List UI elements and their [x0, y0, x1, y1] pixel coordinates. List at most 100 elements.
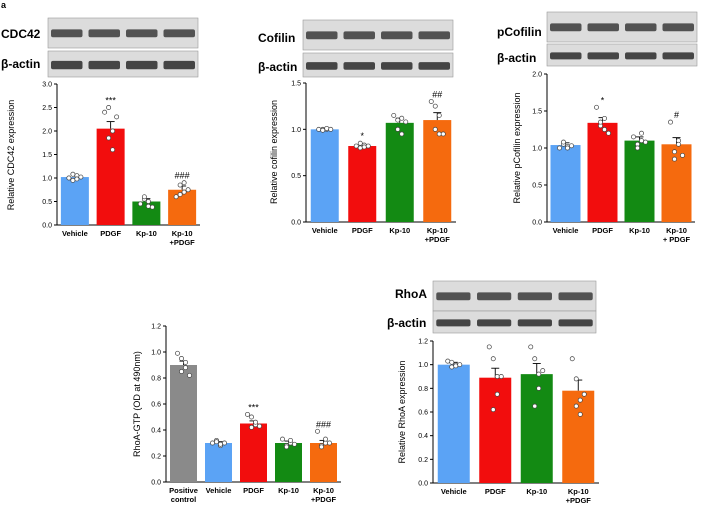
data-point-3-2-3 — [249, 424, 254, 430]
data-point-3-2-4 — [253, 419, 258, 425]
x-tick-label-3-2-0: PDGF — [243, 486, 264, 495]
bar-4-2 — [520, 374, 553, 483]
significance-label-2-3: # — [674, 110, 679, 120]
x-tick-label-2-1-0: PDGF — [592, 226, 613, 235]
data-point-1-3-2 — [436, 131, 442, 137]
data-point-4-3-0 — [569, 356, 575, 362]
data-point-3-3-0 — [280, 436, 285, 442]
data-point-3-4-3 — [319, 444, 324, 450]
y-tick-label-2-1: 0.5 — [532, 183, 542, 190]
data-point-2-1-4 — [602, 115, 607, 121]
y-tick-label-1-2: 1.0 — [291, 127, 301, 134]
data-point-0-2-3 — [141, 194, 147, 200]
x-tick-label-0-3-1: +PDGF — [170, 238, 196, 247]
blot-band-0-0-0 — [51, 29, 83, 38]
data-point-1-0-3 — [320, 127, 326, 133]
data-point-4-0-5 — [457, 362, 463, 368]
y-tick-label-2-4: 2.0 — [532, 72, 542, 79]
blot-band-0-1-3 — [163, 60, 195, 70]
blot-band-0-0-2 — [126, 29, 158, 38]
blot-band-2-0-3 — [662, 23, 694, 32]
bar-2-3 — [661, 144, 692, 222]
x-tick-label-4-1-0: PDGF — [485, 487, 506, 496]
x-tick-label-0-1-0: PDGF — [100, 229, 121, 238]
data-point-1-0-0 — [316, 126, 322, 132]
blot-label-1-1: β-actin — [258, 60, 297, 74]
data-point-4-2-3 — [532, 403, 538, 409]
data-point-0-3-5 — [185, 187, 191, 193]
data-point-3-4-5 — [327, 440, 332, 446]
data-point-4-1-5 — [498, 374, 504, 379]
blot-label-2-1: β-actin — [497, 51, 536, 65]
bar-3-2 — [240, 423, 267, 482]
blot-band-4-1-3 — [558, 319, 593, 327]
x-tick-label-4-0-0: Vehicle — [441, 487, 467, 496]
y-tick-label-4-6: 1.2 — [418, 339, 428, 346]
data-point-0-2-0 — [137, 201, 143, 207]
data-point-1-3-5 — [440, 131, 446, 137]
data-point-3-0-5 — [187, 372, 192, 378]
data-point-4-3-3 — [573, 403, 579, 409]
blot-band-4-1-0 — [436, 319, 471, 327]
significance-label-3-2: *** — [248, 402, 259, 412]
data-point-4-2-0 — [528, 344, 534, 350]
blot-band-1-1-2 — [381, 62, 413, 70]
data-point-1-1-4 — [361, 144, 367, 150]
bar-1-2 — [385, 122, 414, 222]
data-point-2-2-2 — [639, 130, 644, 136]
data-point-0-3-3 — [177, 191, 183, 197]
data-point-4-1-3 — [490, 407, 496, 413]
data-point-0-0-4 — [74, 176, 80, 182]
y-tick-label-4-2: 0.4 — [418, 433, 428, 440]
data-point-3-0-3 — [179, 369, 184, 374]
blot-band-1-0-0 — [306, 31, 338, 40]
blot-band-2-1-2 — [625, 52, 657, 60]
data-point-0-1-2 — [110, 128, 116, 134]
x-tick-label-3-4-1: +PDGF — [311, 495, 337, 504]
x-tick-label-0-3-0: Kp-10 — [172, 229, 193, 238]
blot-label-2-0: pCofilin — [497, 25, 542, 39]
data-point-3-1-5 — [222, 440, 227, 446]
y-tick-label-1-0: 0.0 — [291, 220, 301, 227]
blot-band-0-0-1 — [88, 29, 120, 38]
x-tick-label-1-1-0: PDGF — [352, 226, 373, 235]
data-point-2-0-4 — [565, 145, 570, 151]
data-point-2-0-3 — [561, 139, 566, 145]
data-point-0-3-0 — [173, 194, 179, 200]
y-tick-label-2-2: 1.0 — [532, 146, 542, 153]
data-point-2-1-0 — [594, 104, 599, 110]
data-point-1-2-2 — [399, 131, 405, 137]
data-point-2-0-5 — [569, 143, 574, 149]
data-point-2-3-1 — [672, 149, 677, 155]
data-point-0-2-4 — [145, 199, 151, 204]
blot-label-0-1: β-actin — [1, 57, 40, 71]
blot-band-4-0-3 — [558, 292, 593, 301]
data-point-2-2-4 — [639, 138, 644, 144]
bar-4-3 — [562, 390, 595, 483]
bar-1-0 — [310, 129, 339, 222]
data-point-4-0-4 — [453, 363, 459, 369]
data-point-2-1-5 — [606, 130, 611, 136]
y-tick-label-1-1: 0.5 — [291, 173, 301, 180]
y-tick-label-0-3: 1.5 — [42, 152, 52, 159]
y-tick-label-4-1: 0.2 — [418, 457, 428, 464]
data-point-2-1-2 — [602, 127, 607, 132]
bar-2-2 — [624, 140, 655, 222]
data-point-1-3-4 — [436, 112, 442, 118]
panel-letter: a — [1, 0, 7, 10]
data-point-3-2-1 — [249, 414, 254, 420]
blot-band-2-1-0 — [550, 52, 582, 60]
blot-band-2-0-1 — [587, 23, 619, 32]
blot-band-4-1-2 — [517, 319, 552, 327]
y-axis-label-0: Relative CDC42 expression — [6, 100, 16, 211]
data-point-4-3-4 — [577, 411, 583, 417]
data-point-2-3-0 — [668, 119, 673, 125]
blot-2-1 — [546, 43, 698, 67]
blot-label-4-1: β-actin — [387, 316, 426, 330]
blot-band-4-0-1 — [477, 292, 512, 301]
data-point-0-1-1 — [106, 105, 112, 110]
blot-band-1-0-1 — [343, 31, 375, 40]
y-tick-label-2-0: 0.0 — [532, 220, 542, 227]
data-point-4-2-5 — [540, 368, 546, 374]
blot-band-1-1-3 — [418, 62, 450, 70]
